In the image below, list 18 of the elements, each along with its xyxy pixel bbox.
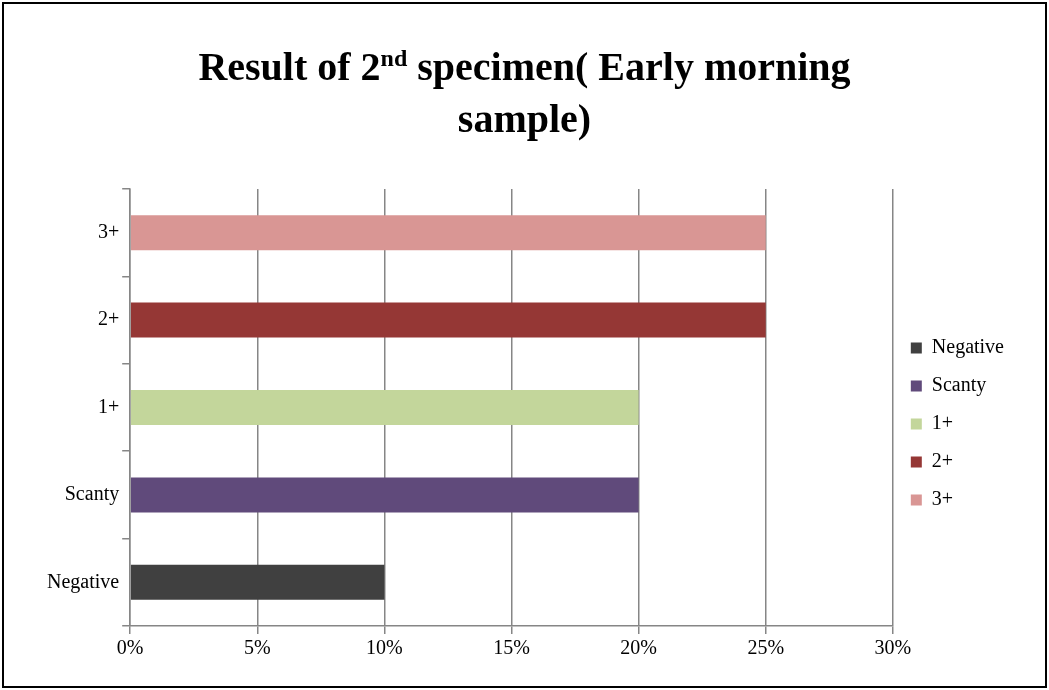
y-tick-label: Negative <box>47 569 120 593</box>
legend-label: Negative <box>931 335 1005 359</box>
y-tick-label: Scanty <box>64 482 120 506</box>
chart-title: Result of 2$^{nd}$ specimen( Early morning sample) <box>197 43 852 144</box>
legend-label: 2+ <box>931 449 954 472</box>
x-tick-label: 25% <box>747 636 785 659</box>
y-tick-label: 3+ <box>97 219 120 242</box>
legend-label: 3+ <box>931 487 954 510</box>
x-tick-label: 0% <box>116 636 144 659</box>
y-tick-label: 1+ <box>97 394 120 417</box>
y-tick-label: 2+ <box>97 307 120 330</box>
x-tick-label: 30% <box>874 636 912 659</box>
x-tick-label: 5% <box>243 636 271 659</box>
legend-label: Scanty <box>931 373 987 397</box>
x-tick-label: 15% <box>493 636 530 659</box>
legend-label: 1+ <box>931 411 954 434</box>
x-tick-label: 20% <box>620 636 657 659</box>
x-tick-label: 10% <box>366 636 403 659</box>
